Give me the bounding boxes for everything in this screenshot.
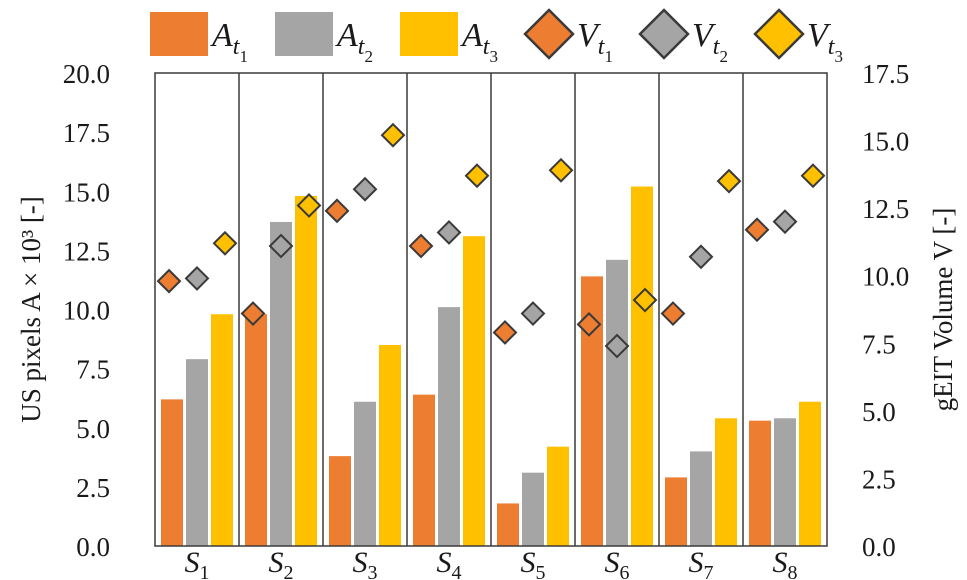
category-label-s8: S8: [773, 546, 798, 580]
marker-v2-s8: [772, 209, 798, 235]
legend-diamond-v3: [753, 8, 805, 60]
left-tick-label: 17.5: [63, 118, 110, 148]
left-tick-label: 10.0: [63, 296, 110, 326]
right-tick-label: 15.0: [862, 127, 909, 157]
marker-v3-s5: [548, 157, 574, 183]
category-label-s2: S2: [269, 546, 294, 580]
bar-a2-s8: [774, 418, 796, 546]
axis-titles: US pixels A × 10³ [-] gEIT Volume V [-]: [16, 196, 958, 423]
plot-frame: [154, 72, 828, 547]
bar-a3-s2: [295, 195, 317, 547]
marker-v2-s5: [520, 301, 546, 326]
category-label-s5: S5: [521, 546, 546, 580]
legend-label-v2: Vt2: [692, 17, 728, 66]
legend: At1 At2 At3 Vt1 Vt2 Vt3: [150, 8, 843, 66]
marker-v3-s2: [296, 193, 322, 218]
left-axis-title: US pixels A × 10³ [-]: [16, 196, 46, 423]
marker-v1-s2: [240, 301, 266, 326]
left-tick-label: 20.0: [63, 59, 110, 89]
bar-a3-s8: [799, 401, 821, 546]
right-tick-label: 2.5: [862, 464, 896, 494]
legend-diamond-v2: [638, 8, 690, 60]
left-axis: 0.0 2.5 5.0 7.5 10.0 12.5 15.0 17.5 20.0: [63, 59, 110, 562]
marker-v3-s3: [380, 122, 406, 148]
category-label-s3: S3: [353, 546, 378, 580]
marker-v3-s6: [632, 287, 658, 313]
left-tick-label: 5.0: [76, 414, 110, 444]
bar-a1-s4: [413, 394, 435, 546]
marker-v3-s4: [464, 163, 490, 189]
bar-a3-s3: [379, 344, 401, 546]
right-tick-label: 17.5: [862, 59, 909, 89]
left-tick-label: 0.0: [76, 532, 110, 562]
marker-v2-s3: [352, 176, 378, 202]
bar-a1-s3: [329, 456, 351, 546]
legend-label-v1: Vt1: [577, 17, 613, 66]
bar-a3-s4: [463, 236, 485, 546]
bar-a2-s4: [438, 307, 460, 546]
bar-a1-s6: [581, 276, 603, 546]
legend-diamond-v1: [523, 8, 575, 60]
right-tick-label: 7.5: [862, 329, 896, 359]
bar-a2-s2: [270, 221, 292, 546]
x-axis: S1 S2 S3 S4 S5 S6 S7 S8: [185, 546, 798, 580]
bar-a2-s5: [522, 472, 544, 546]
legend-label-a3: At3: [460, 17, 498, 66]
category-label-s7: S7: [689, 546, 714, 580]
marker-v2-s7: [688, 244, 714, 270]
right-tick-label: 0.0: [862, 532, 896, 562]
right-tick-label: 12.5: [862, 194, 909, 224]
marker-v2-s6: [604, 333, 630, 359]
legend-swatch-a3: [400, 12, 458, 56]
bar-a3-s7: [715, 418, 737, 546]
category-label-s4: S4: [437, 546, 462, 580]
right-axis: 0.0 2.5 5.0 7.5 10.0 12.5 15.0 17.5: [862, 59, 909, 562]
left-tick-label: 15.0: [63, 177, 110, 207]
bar-a1-s1: [161, 399, 183, 546]
right-axis-title: gEIT Volume V [-]: [928, 208, 958, 412]
bar-a2-s3: [354, 401, 376, 546]
legend-label-a2: At2: [335, 17, 373, 66]
bar-a2-s1: [186, 359, 208, 546]
left-tick-label: 7.5: [76, 355, 110, 385]
bar-a1-s7: [665, 477, 687, 546]
marker-v3-s7: [716, 168, 742, 194]
legend-label-v3: Vt3: [807, 17, 843, 66]
bar-a2-s6: [606, 259, 628, 546]
marker-v1-s5: [492, 320, 518, 345]
bar-a1-s8: [749, 420, 771, 546]
category-label-s1: S1: [185, 546, 210, 580]
legend-label-a1: At1: [210, 17, 248, 66]
marker-v2-s2: [268, 233, 294, 259]
marker-v2-s4: [436, 220, 462, 245]
bar-a3-s1: [211, 314, 233, 546]
bar-a1-s5: [497, 503, 519, 546]
marker-v1-s7: [660, 301, 686, 326]
bar-a3-s6: [631, 186, 653, 546]
markers: [156, 122, 826, 359]
marker-v1-s4: [408, 233, 434, 259]
left-tick-label: 12.5: [63, 236, 110, 266]
category-label-s6: S6: [605, 546, 630, 580]
legend-swatch-a2: [275, 12, 333, 56]
right-tick-label: 5.0: [862, 397, 896, 427]
marker-v3-s1: [212, 230, 238, 256]
bar-a1-s2: [245, 314, 267, 546]
marker-v2-s1: [184, 266, 210, 291]
marker-v1-s1: [156, 268, 182, 294]
left-tick-label: 2.5: [76, 473, 110, 503]
bar-a2-s7: [690, 451, 712, 546]
legend-swatch-a1: [150, 12, 208, 56]
bars: [161, 186, 821, 547]
bar-a3-s5: [547, 446, 569, 546]
marker-v1-s6: [576, 311, 602, 337]
marker-v1-s3: [324, 198, 350, 224]
right-tick-label: 10.0: [862, 262, 909, 292]
marker-v1-s8: [744, 217, 770, 243]
marker-v3-s8: [800, 163, 826, 189]
